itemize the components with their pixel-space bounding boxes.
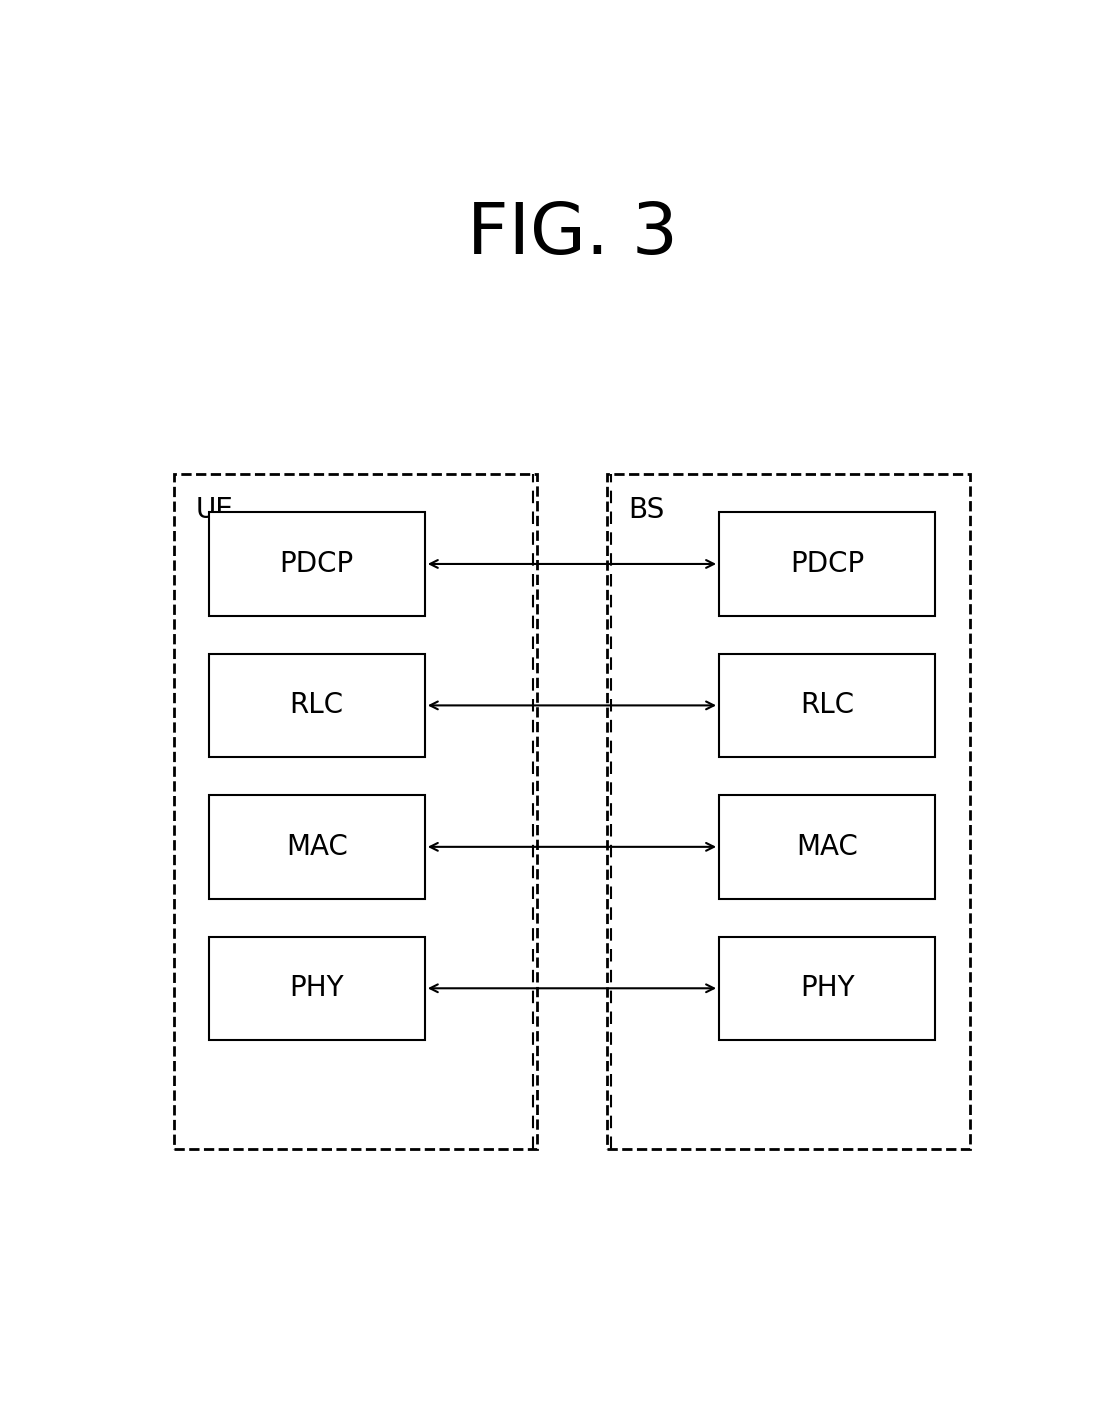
Text: PHY: PHY bbox=[289, 975, 344, 1002]
Bar bbox=[209, 654, 425, 757]
Bar bbox=[719, 937, 935, 1040]
Text: FIG. 3: FIG. 3 bbox=[466, 201, 677, 270]
Text: PDCP: PDCP bbox=[280, 550, 354, 578]
Bar bbox=[209, 796, 425, 899]
Text: UE: UE bbox=[195, 496, 233, 524]
Text: MAC: MAC bbox=[796, 832, 858, 861]
Text: BS: BS bbox=[628, 496, 664, 524]
Bar bbox=[719, 513, 935, 616]
Bar bbox=[719, 654, 935, 757]
Text: PHY: PHY bbox=[800, 975, 855, 1002]
Text: RLC: RLC bbox=[800, 691, 854, 719]
Bar bbox=[174, 475, 538, 1149]
Text: RLC: RLC bbox=[290, 691, 344, 719]
Text: MAC: MAC bbox=[286, 832, 348, 861]
Bar bbox=[209, 937, 425, 1040]
Bar bbox=[607, 475, 970, 1149]
Bar bbox=[209, 513, 425, 616]
Text: PDCP: PDCP bbox=[790, 550, 864, 578]
Bar bbox=[719, 796, 935, 899]
